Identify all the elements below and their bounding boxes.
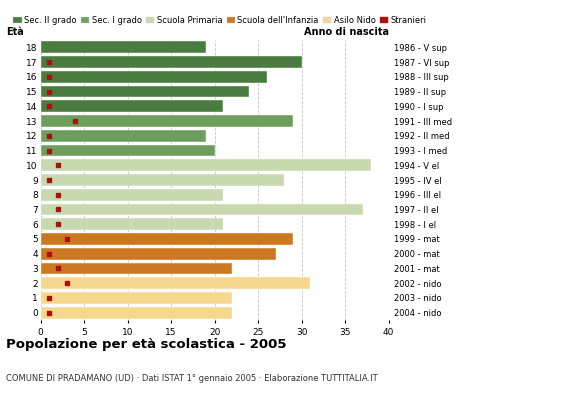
- Bar: [41, 218, 223, 230]
- Bar: [41, 262, 232, 274]
- Bar: [41, 130, 206, 142]
- Bar: [41, 159, 371, 171]
- Text: COMUNE DI PRADAMANO (UD) · Dati ISTAT 1° gennaio 2005 · Elaborazione TUTTITALIA.: COMUNE DI PRADAMANO (UD) · Dati ISTAT 1°…: [6, 374, 378, 383]
- Bar: [41, 86, 249, 98]
- Text: Anno di nascita: Anno di nascita: [303, 27, 389, 37]
- Text: Età: Età: [6, 27, 24, 37]
- Bar: [41, 115, 293, 127]
- Bar: [41, 292, 232, 304]
- Bar: [41, 233, 293, 245]
- Bar: [41, 42, 206, 53]
- Bar: [41, 100, 223, 112]
- Bar: [41, 56, 302, 68]
- Bar: [41, 145, 215, 156]
- Bar: [41, 189, 223, 201]
- Bar: [41, 71, 267, 83]
- Bar: [41, 248, 276, 260]
- Text: Popolazione per età scolastica - 2005: Popolazione per età scolastica - 2005: [6, 338, 287, 351]
- Legend: Sec. II grado, Sec. I grado, Scuola Primaria, Scuola dell'Infanzia, Asilo Nido, : Sec. II grado, Sec. I grado, Scuola Prim…: [13, 16, 427, 25]
- Bar: [41, 307, 232, 318]
- Bar: [41, 204, 362, 215]
- Bar: [41, 174, 284, 186]
- Bar: [41, 277, 310, 289]
